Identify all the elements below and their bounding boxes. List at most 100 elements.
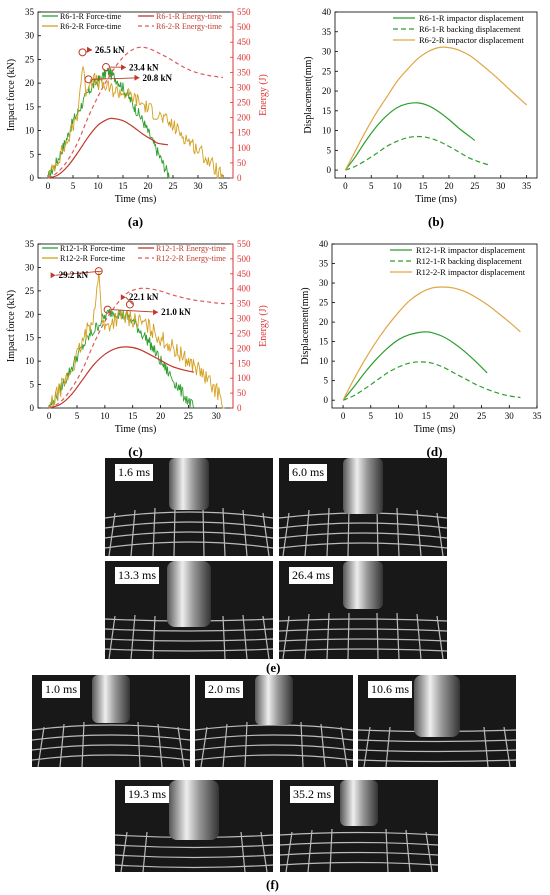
peak-marker <box>94 267 103 276</box>
y-axis-label: Impact force (kN) <box>6 59 17 131</box>
impact-photo-graphic <box>279 561 447 659</box>
x-axis-label: Time (ms) <box>115 424 157 435</box>
y2-tick-label: 0 <box>237 403 242 413</box>
x-tick-label: 20 <box>144 181 154 191</box>
y-tick-label: 15 <box>319 337 329 347</box>
y-tick-label: 20 <box>319 317 329 327</box>
x-tick-label: 10 <box>393 181 403 191</box>
x-tick-label: 25 <box>477 411 487 421</box>
y2-tick-label: 0 <box>237 173 242 183</box>
chart-c: 0 5 10 15 20 25 30 0 5 10 15 20 25 30 35 0 50 100 150 200 25… <box>0 230 275 465</box>
y-tick-label: 25 <box>319 298 329 308</box>
y2-axis-label: Energy (J) <box>258 305 269 347</box>
annotation-arrowhead <box>153 309 159 316</box>
x-tick-label: 5 <box>369 411 374 421</box>
photo-e-frame-2: 6.0 ms <box>279 458 447 556</box>
series-line-1 <box>344 102 476 171</box>
photo-f-time-1: 1.0 ms <box>42 681 81 698</box>
x-tick-label: 20 <box>449 411 459 421</box>
y-tick-label: 35 <box>319 259 329 269</box>
x-tick-label: 20 <box>444 181 454 191</box>
y-tick-label: 20 <box>25 78 35 88</box>
y2-tick-label: 500 <box>237 254 251 264</box>
chart-caption: (a) <box>128 214 143 229</box>
annotation-label: 23.4 kN <box>129 62 159 72</box>
legend-label: R6-2-R Force-time <box>60 22 122 31</box>
x-tick-label: 10 <box>100 411 110 421</box>
x-tick-label: 35 <box>522 181 532 191</box>
legend-label: R12-1-R Energy-time <box>156 244 226 253</box>
series-line-3 <box>48 346 195 409</box>
photo-e-frame-3: 13.3 ms <box>105 561 273 659</box>
photo-f-frame-1: 1.0 ms <box>32 675 190 767</box>
y2-tick-label: 150 <box>237 358 251 368</box>
photo-f-frame-2: 2.0 ms <box>195 675 353 767</box>
series-line-4 <box>47 46 224 179</box>
x-tick-label: 25 <box>169 181 179 191</box>
chart-c-svg: 0 5 10 15 20 25 300510152025303505010015020025… <box>6 239 269 459</box>
legend-label: R6-1-R impactor displacement <box>419 13 524 23</box>
series-line-2 <box>48 66 224 179</box>
photo-f-time-2: 2.0 ms <box>205 681 244 698</box>
y-tick-label: 5 <box>30 149 35 159</box>
chart-caption: (b) <box>428 214 444 229</box>
y-tick-label: 40 <box>322 7 332 17</box>
x-axis-label: Time (ms) <box>414 424 456 435</box>
y-tick-label: 30 <box>319 278 329 288</box>
y-tick-label: 0 <box>327 165 332 175</box>
y2-tick-label: 550 <box>237 239 251 249</box>
chart-d-svg: 0 5 10 15 20 25 30 35 0 5 10 15 20 25 30 35 40 Time (ms) D… <box>300 239 543 459</box>
peak-marker <box>102 63 110 72</box>
photo-f-time-4: 19.3 ms <box>125 786 170 803</box>
x-tick-label: 15 <box>119 181 129 191</box>
plot-frame <box>331 243 538 409</box>
chart-caption: (c) <box>128 444 142 459</box>
y-axis-label: Displacement(mm) <box>303 56 314 133</box>
series-line-4 <box>48 287 225 409</box>
x-tick-label: 35 <box>533 411 543 421</box>
y2-tick-label: 300 <box>237 82 251 92</box>
y2-tick-label: 200 <box>237 113 251 123</box>
chart-b: 0 5 10 15 20 25 30 35 0 5 10 15 20 25 30 35 40 Time (ms) D… <box>275 0 550 235</box>
x-tick-label: 0 <box>343 181 348 191</box>
chart-caption: (d) <box>427 444 443 459</box>
x-tick-label: 5 <box>75 411 80 421</box>
photo-f-frame-4: 19.3 ms <box>115 780 273 872</box>
x-tick-label: 15 <box>128 411 138 421</box>
y-tick-label: 30 <box>322 47 332 57</box>
x-tick-label: 0 <box>47 411 52 421</box>
caption-e: (e) <box>266 660 281 675</box>
annotation-arrow <box>125 296 134 305</box>
y2-tick-label: 250 <box>237 98 251 108</box>
y2-tick-label: 350 <box>237 299 251 309</box>
y-tick-label: 20 <box>25 309 35 319</box>
y-tick-label: 25 <box>25 286 35 296</box>
x-tick-label: 0 <box>341 411 346 421</box>
annotation-arrow <box>55 270 102 276</box>
series-line-3 <box>342 286 521 401</box>
y2-axis-label: Energy (J) <box>258 74 269 116</box>
y2-tick-label: 100 <box>237 373 251 383</box>
x-tick-label: 15 <box>419 181 429 191</box>
y2-tick-label: 250 <box>237 328 251 338</box>
y-tick-label: 35 <box>322 27 332 37</box>
annotation-label: 29.2 kN <box>59 270 89 280</box>
legend-label: R6-1-R backing displacement <box>419 24 521 34</box>
photo-e-time-4: 26.4 ms <box>289 567 334 584</box>
y-tick-label: 5 <box>324 376 329 386</box>
legend-label: R12-1-R impactor displacement <box>416 245 526 255</box>
y2-tick-label: 100 <box>237 143 251 153</box>
y-tick-label: 15 <box>322 106 332 116</box>
y-tick-label: 20 <box>322 86 332 96</box>
y2-tick-label: 400 <box>237 284 251 294</box>
x-axis-label: Time (ms) <box>415 194 457 205</box>
y-tick-label: 0 <box>324 395 329 405</box>
photo-f-frame-3: 10.6 ms <box>358 675 516 767</box>
impact-photo-graphic <box>280 780 438 872</box>
photo-e-time-2: 6.0 ms <box>289 464 328 481</box>
annotation-label: 26.5 kN <box>95 45 125 55</box>
x-tick-label: 25 <box>470 181 480 191</box>
